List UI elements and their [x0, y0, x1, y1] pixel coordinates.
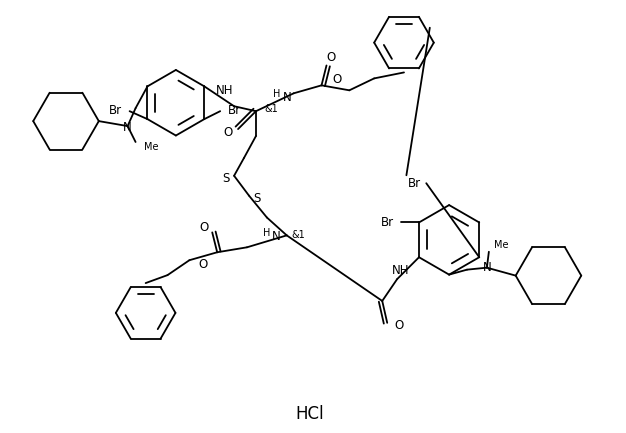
Text: NH: NH — [391, 264, 409, 277]
Text: S: S — [254, 192, 260, 205]
Text: Br: Br — [381, 216, 394, 229]
Text: H: H — [273, 89, 280, 99]
Text: N: N — [123, 120, 132, 133]
Text: H: H — [263, 228, 270, 239]
Text: O: O — [200, 221, 209, 234]
Text: Br: Br — [408, 177, 421, 190]
Text: &1: &1 — [264, 104, 278, 114]
Text: O: O — [327, 51, 336, 64]
Text: NH: NH — [215, 84, 233, 97]
Text: HCl: HCl — [295, 405, 324, 423]
Text: O: O — [394, 319, 404, 332]
Text: Br: Br — [109, 103, 122, 116]
Text: O: O — [333, 73, 342, 86]
Text: N: N — [272, 230, 280, 243]
Text: O: O — [223, 126, 233, 139]
Text: N: N — [283, 91, 292, 104]
Text: S: S — [222, 172, 230, 185]
Text: Me: Me — [494, 240, 508, 250]
Text: Me: Me — [143, 142, 158, 152]
Text: N: N — [483, 261, 491, 274]
Text: &1: &1 — [292, 230, 305, 240]
Text: Br: Br — [227, 103, 240, 116]
Text: O: O — [198, 258, 208, 271]
